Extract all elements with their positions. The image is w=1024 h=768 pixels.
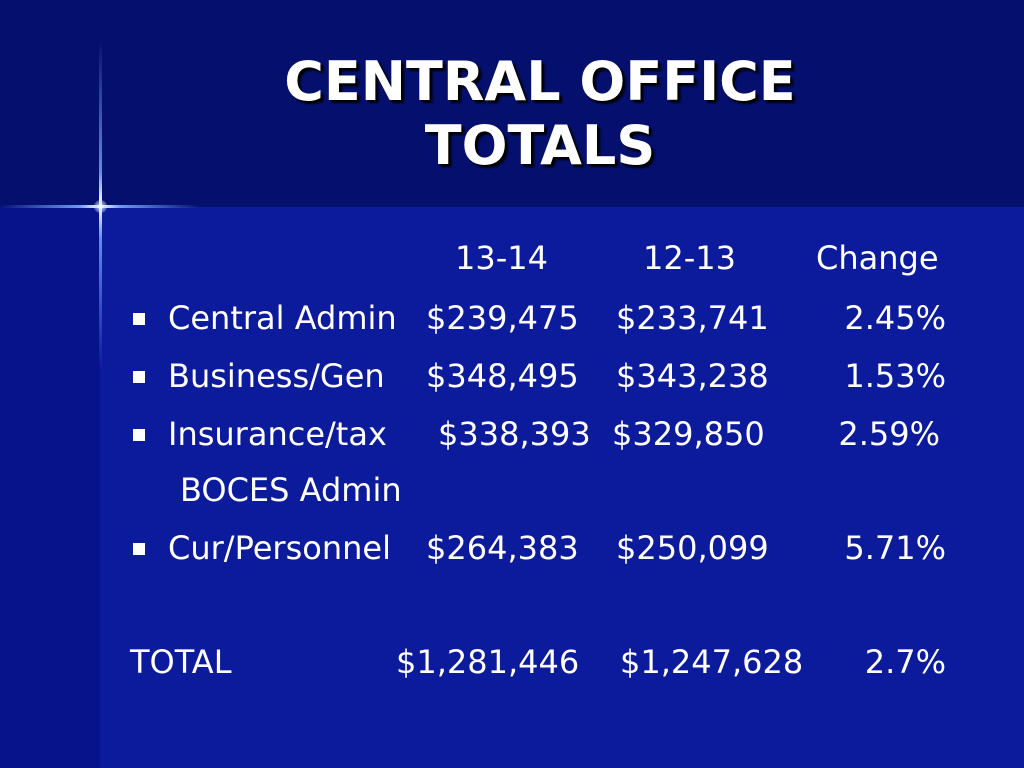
- bullet-square-icon: [133, 543, 145, 555]
- row-value-13-14: $338,393: [438, 415, 591, 453]
- row-value-change: 2.59%: [838, 415, 940, 453]
- total-value-12-13: $1,247,628: [620, 643, 804, 681]
- sparkle-center-icon: [94, 200, 107, 213]
- header-change: Change: [816, 239, 939, 277]
- row-value-change: 2.45%: [844, 299, 946, 337]
- bullet-square-icon: [133, 371, 145, 383]
- title-line-1: CENTRAL OFFICE: [284, 50, 796, 113]
- row-value-change: 1.53%: [844, 357, 946, 395]
- left-band: [0, 207, 100, 768]
- row-value-12-13: $343,238: [616, 357, 769, 395]
- title-line-2: TOTALS: [424, 114, 656, 177]
- total-value-13-14: $1,281,446: [396, 643, 580, 681]
- row-value-change: 5.71%: [844, 529, 946, 567]
- bullet-square-icon: [133, 429, 145, 441]
- total-value-change: 2.7%: [864, 643, 946, 681]
- bullet-square-icon: [133, 313, 145, 325]
- row-label-central-admin: Central Admin: [168, 299, 397, 337]
- row-value-13-14: $264,383: [426, 529, 579, 567]
- total-label: TOTAL: [130, 643, 232, 681]
- row-value-13-14: $239,475: [426, 299, 579, 337]
- row-value-12-13: $329,850: [612, 415, 765, 453]
- title-band: [0, 0, 1024, 207]
- slide-title: CENTRAL OFFICE TOTALS: [150, 50, 930, 178]
- header-12-13: 12-13: [643, 239, 736, 277]
- header-13-14: 13-14: [455, 239, 548, 277]
- row-value-12-13: $250,099: [616, 529, 769, 567]
- row-value-12-13: $233,741: [616, 299, 769, 337]
- row-label-boces-admin: BOCES Admin: [180, 471, 402, 509]
- row-value-13-14: $348,495: [426, 357, 579, 395]
- row-label-cur-personnel: Cur/Personnel: [168, 529, 391, 567]
- row-label-business-gen: Business/Gen: [168, 357, 385, 395]
- row-label-insurance-tax: Insurance/tax: [168, 415, 387, 453]
